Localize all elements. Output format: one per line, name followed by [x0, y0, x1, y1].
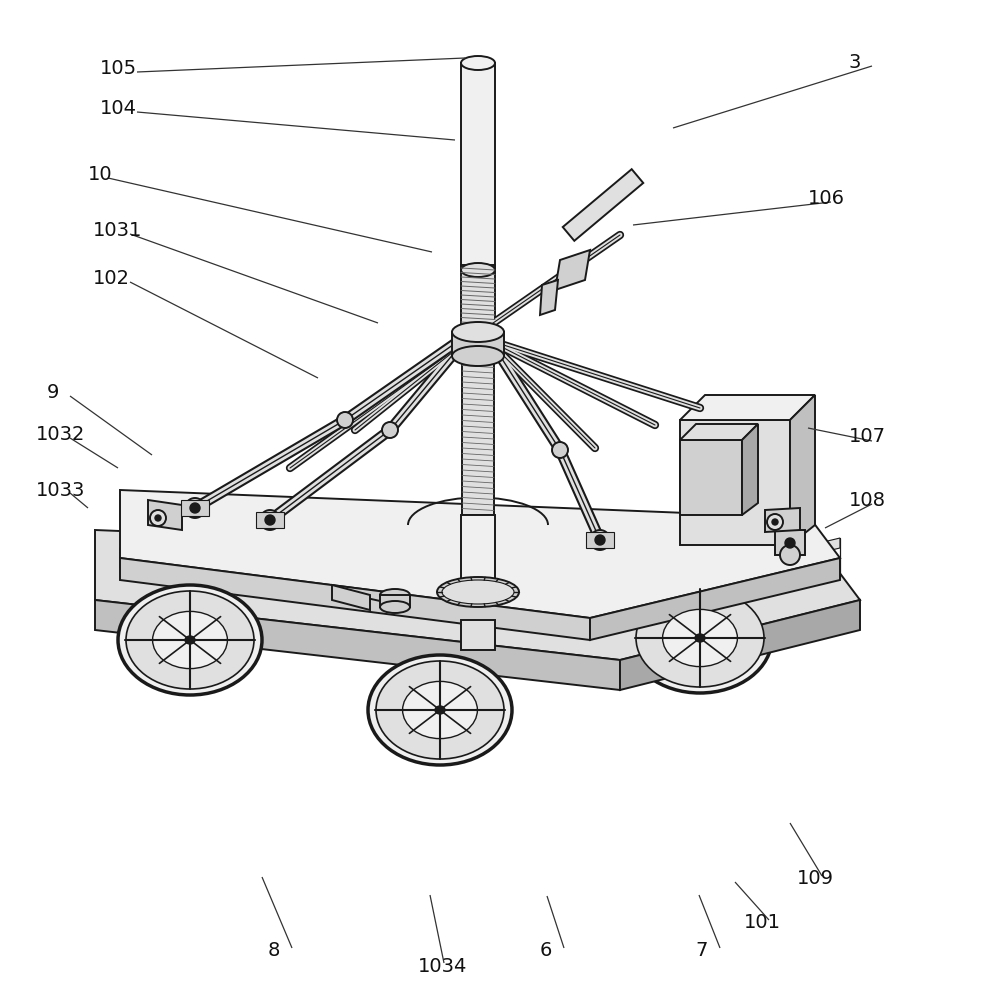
Polygon shape	[742, 424, 758, 515]
Polygon shape	[256, 512, 284, 528]
Polygon shape	[462, 356, 494, 515]
Circle shape	[780, 545, 800, 565]
Text: 109: 109	[797, 868, 834, 888]
Ellipse shape	[403, 681, 478, 739]
Text: 107: 107	[849, 428, 886, 446]
Polygon shape	[680, 440, 742, 515]
Polygon shape	[461, 620, 495, 650]
Ellipse shape	[126, 591, 254, 689]
Ellipse shape	[368, 655, 512, 765]
Polygon shape	[181, 500, 209, 516]
Text: 101: 101	[744, 912, 781, 932]
Text: 1032: 1032	[36, 426, 86, 444]
Polygon shape	[555, 250, 590, 290]
Circle shape	[552, 442, 568, 458]
Circle shape	[185, 498, 205, 518]
Polygon shape	[590, 558, 840, 640]
Text: 1031: 1031	[93, 221, 143, 239]
Polygon shape	[120, 548, 590, 628]
Text: 102: 102	[93, 268, 130, 288]
Text: 105: 105	[100, 58, 137, 78]
Polygon shape	[380, 595, 410, 607]
Ellipse shape	[435, 706, 445, 714]
Text: 3: 3	[849, 52, 861, 72]
Ellipse shape	[437, 577, 519, 607]
Circle shape	[260, 510, 280, 530]
Circle shape	[382, 422, 398, 438]
Ellipse shape	[376, 661, 504, 759]
Ellipse shape	[628, 583, 772, 693]
Polygon shape	[540, 280, 558, 315]
Polygon shape	[120, 548, 590, 618]
Ellipse shape	[380, 589, 410, 601]
Ellipse shape	[185, 636, 195, 644]
Ellipse shape	[636, 589, 764, 687]
Polygon shape	[680, 424, 758, 440]
Polygon shape	[120, 490, 840, 618]
Polygon shape	[790, 395, 815, 545]
Circle shape	[767, 514, 783, 530]
Text: 1034: 1034	[418, 956, 467, 976]
Circle shape	[190, 503, 200, 513]
Text: 104: 104	[100, 99, 137, 117]
Polygon shape	[680, 420, 790, 545]
Circle shape	[265, 515, 275, 525]
Circle shape	[155, 515, 161, 521]
Polygon shape	[461, 63, 495, 270]
Polygon shape	[461, 515, 495, 590]
Polygon shape	[452, 332, 504, 356]
Circle shape	[772, 519, 778, 525]
Ellipse shape	[153, 611, 228, 669]
Text: 6: 6	[540, 942, 553, 960]
Text: 1033: 1033	[36, 481, 86, 499]
Text: 7: 7	[695, 942, 707, 960]
Polygon shape	[680, 395, 815, 420]
Circle shape	[780, 525, 800, 545]
Polygon shape	[775, 530, 805, 555]
Polygon shape	[148, 500, 182, 530]
Polygon shape	[765, 508, 800, 532]
Ellipse shape	[452, 346, 504, 366]
Text: 108: 108	[849, 490, 886, 510]
Circle shape	[785, 538, 795, 548]
Ellipse shape	[461, 263, 495, 277]
Ellipse shape	[380, 601, 410, 613]
Ellipse shape	[461, 56, 495, 70]
Polygon shape	[562, 169, 643, 241]
Circle shape	[337, 412, 353, 428]
Ellipse shape	[695, 634, 705, 642]
Polygon shape	[620, 600, 860, 690]
Text: 106: 106	[808, 188, 845, 208]
Ellipse shape	[452, 322, 504, 342]
Polygon shape	[461, 265, 495, 330]
Polygon shape	[95, 530, 860, 660]
Polygon shape	[95, 600, 620, 690]
Circle shape	[150, 510, 166, 526]
Ellipse shape	[442, 580, 514, 604]
Polygon shape	[120, 558, 590, 640]
Text: 9: 9	[47, 383, 59, 402]
Circle shape	[590, 530, 610, 550]
Circle shape	[595, 535, 605, 545]
Text: 10: 10	[88, 165, 112, 184]
Polygon shape	[590, 538, 840, 608]
Polygon shape	[332, 585, 370, 610]
Ellipse shape	[663, 609, 738, 667]
Text: 8: 8	[268, 942, 281, 960]
Ellipse shape	[118, 585, 262, 695]
Polygon shape	[586, 532, 614, 548]
